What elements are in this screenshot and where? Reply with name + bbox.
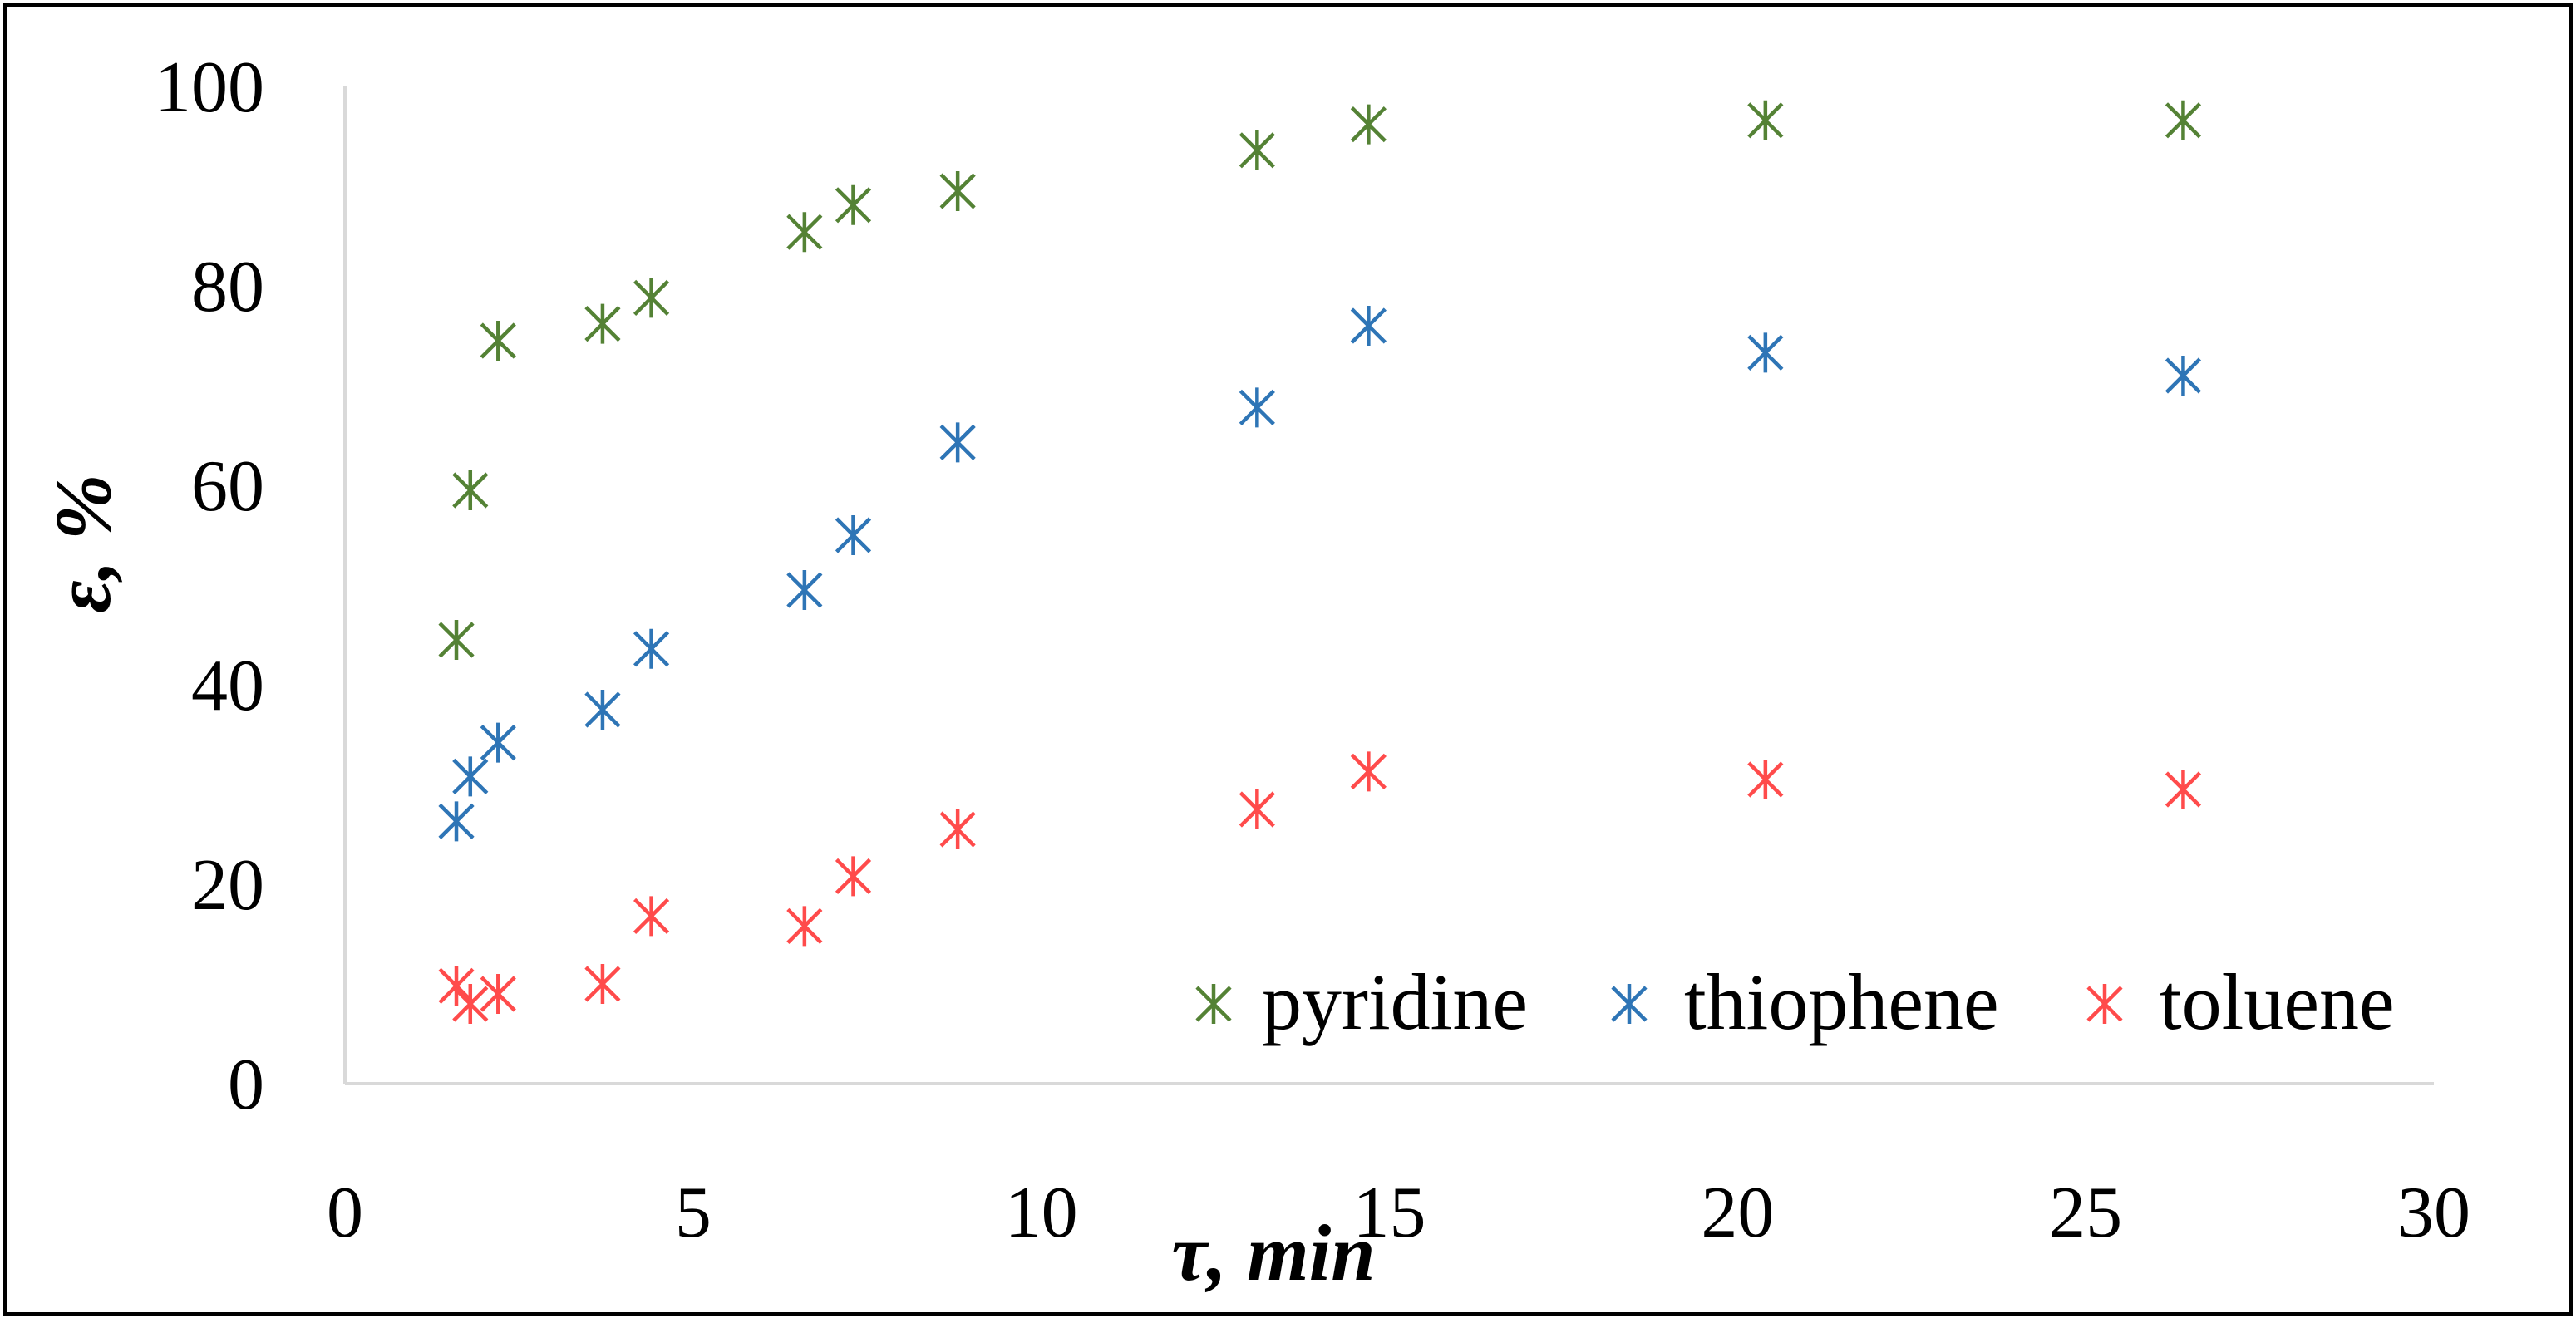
point-toluene [438,966,475,1006]
x-tick-label: 15 [1353,1173,1426,1253]
legend-label-thiophene: thiophene [1684,957,1999,1046]
point-thiophene [1239,387,1275,428]
legend: pyridine thiophene toluene [1195,957,2395,1046]
legend-marker-toluene [2086,984,2123,1024]
y-tick-label: 20 [191,845,264,926]
point-thiophene [835,515,872,555]
point-pyridine [1239,130,1275,170]
y-tick-label: 100 [155,47,264,128]
point-thiophene [939,422,976,463]
y-tick-label: 0 [228,1045,264,1125]
point-thiophene [584,690,621,730]
point-pyridine [1350,104,1387,145]
legend-marker-thiophene [1611,984,1648,1024]
x-tick-labels: 0 5 10 15 20 25 30 [327,1173,2470,1253]
legend-label-toluene: toluene [2160,957,2395,1046]
x-axis-title: τ, min [1171,1208,1375,1297]
point-toluene [584,964,621,1004]
x-tick-label: 10 [1005,1173,1078,1253]
point-toluene [1239,789,1275,829]
point-toluene [480,974,516,1014]
point-pyridine [480,321,516,361]
point-pyridine [835,184,872,225]
point-thiophene [438,801,475,842]
point-toluene [1350,751,1387,792]
x-tick-label: 0 [327,1173,363,1253]
point-pyridine [939,171,976,211]
x-tick-label: 20 [1701,1173,1774,1253]
legend-item-pyridine: pyridine [1195,957,1528,1046]
series-toluene [438,751,2202,1024]
y-tick-label: 80 [191,247,264,327]
point-thiophene [480,722,516,763]
point-thiophene [1350,306,1387,346]
y-tick-label: 40 [191,646,264,726]
y-axis-title: ε, % [38,474,127,612]
legend-item-thiophene: thiophene [1611,957,1999,1046]
point-thiophene [452,756,489,797]
point-thiophene [2165,356,2202,396]
point-pyridine [1747,100,1784,140]
y-tick-label: 60 [191,446,264,527]
point-pyridine [452,470,489,510]
point-toluene [452,984,489,1024]
x-tick-label: 25 [2049,1173,2122,1253]
point-toluene [786,906,823,947]
series-thiophene [438,306,2202,842]
point-toluene [2165,770,2202,809]
point-toluene [835,856,872,897]
point-pyridine [786,212,823,253]
point-pyridine [584,303,621,344]
point-thiophene [1747,332,1784,373]
legend-marker-pyridine [1195,984,1232,1024]
point-pyridine [438,620,475,660]
chart-border [3,3,2573,1316]
legend-item-toluene: toluene [2086,957,2395,1046]
x-tick-label: 5 [675,1173,712,1253]
point-pyridine [2165,100,2202,140]
data-points [438,100,2202,1024]
point-toluene [633,896,670,937]
point-thiophene [786,570,823,610]
x-tick-label: 30 [2397,1173,2470,1253]
point-toluene [939,809,976,849]
point-toluene [1747,760,1784,799]
point-pyridine [633,278,670,318]
legend-label-pyridine: pyridine [1262,957,1528,1046]
y-tick-labels: 0 20 40 60 80 100 [155,47,264,1125]
series-pyridine [438,100,2202,660]
point-thiophene [633,628,670,669]
